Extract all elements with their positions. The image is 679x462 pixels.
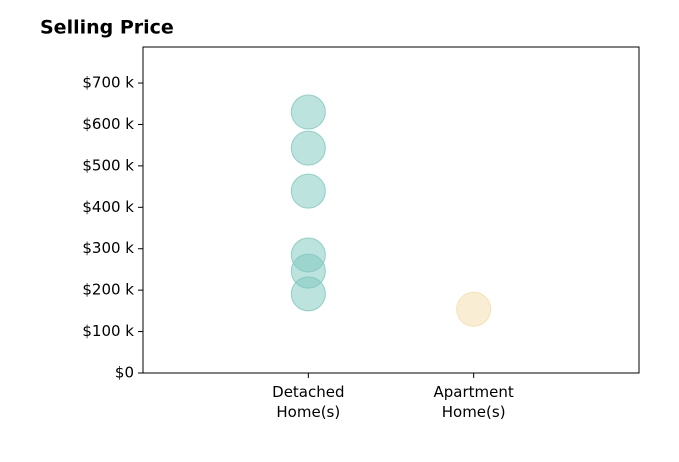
point xyxy=(290,94,326,130)
plot-frame xyxy=(142,46,640,374)
chart-title: Selling Price xyxy=(40,17,174,39)
x-tick-label: Apartment Home(s) xyxy=(433,383,514,421)
y-tick-label: $700 k xyxy=(82,74,134,92)
point xyxy=(456,291,492,327)
point xyxy=(290,276,326,312)
y-tick-label: $100 k xyxy=(82,322,134,340)
y-tick-label: $0 xyxy=(115,364,134,382)
y-tick-label: $600 k xyxy=(82,115,134,133)
x-tick-label: Detached Home(s) xyxy=(272,383,345,421)
y-tick-label: $400 k xyxy=(82,198,134,216)
point xyxy=(290,130,326,166)
y-tick-label: $200 k xyxy=(82,281,134,299)
y-tick-label: $300 k xyxy=(82,239,134,257)
point xyxy=(290,173,326,209)
y-tick-label: $500 k xyxy=(82,156,134,174)
